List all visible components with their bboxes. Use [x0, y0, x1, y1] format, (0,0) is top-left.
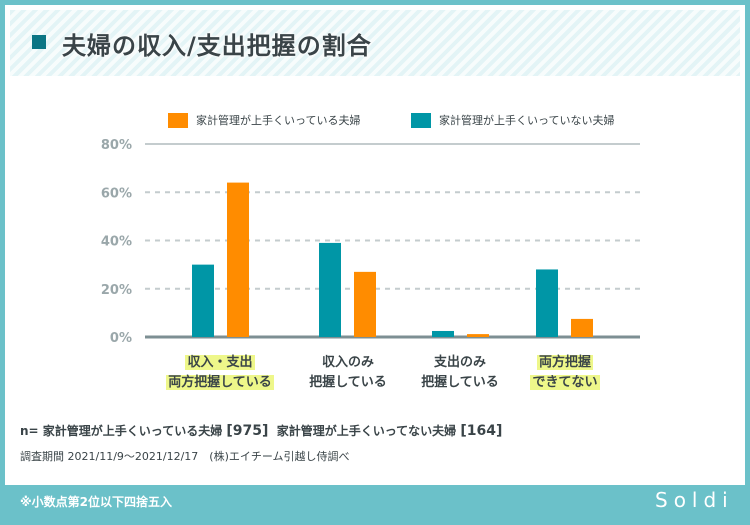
bar	[192, 264, 214, 337]
legend-label: 家計管理が上手くいっている夫婦	[196, 114, 361, 127]
title-square-icon	[32, 35, 46, 49]
legend-item-bad: 家計管理が上手くいっていない夫婦	[411, 112, 614, 128]
legend-label: 家計管理が上手くいっていない夫婦	[439, 114, 615, 127]
x-label: 収入のみ 把握している	[309, 355, 387, 390]
bar	[354, 271, 376, 337]
bar	[319, 242, 341, 337]
y-tick-label: 80%	[101, 138, 132, 153]
y-tick-label: 60%	[101, 186, 132, 201]
legend-swatch	[168, 112, 188, 128]
legend-swatch	[411, 112, 431, 128]
x-label: 支出のみ 把握している	[421, 355, 499, 390]
bar	[432, 330, 454, 337]
y-tick-label: 20%	[101, 283, 132, 298]
x-label: 両方把握 できてない	[530, 355, 600, 390]
bar	[227, 182, 249, 337]
soldi-logo: Soldi	[655, 488, 734, 512]
survey-period: 調査期間 2021/11/9〜2021/12/17 (株)エイチーム引越し侍調べ	[20, 450, 350, 463]
y-tick-label: 0%	[110, 331, 132, 346]
bar	[536, 269, 558, 337]
sample-size: n= 家計管理が上手くいっている夫婦 [975] 家計管理が上手くいってない夫婦…	[20, 423, 503, 439]
page-title: 夫婦の収入/支出把握の割合	[62, 32, 372, 60]
bar	[571, 318, 593, 337]
y-tick-label: 40%	[101, 235, 132, 250]
card	[5, 5, 745, 485]
header: 夫婦の収入/支出把握の割合	[10, 10, 740, 76]
legend-item-good: 家計管理が上手くいっている夫婦	[168, 112, 360, 128]
rounding-note: ※小数点第2位以下四捨五入	[20, 495, 173, 509]
bar	[467, 334, 489, 337]
x-label: 収入・支出 両方把握している	[166, 355, 274, 390]
